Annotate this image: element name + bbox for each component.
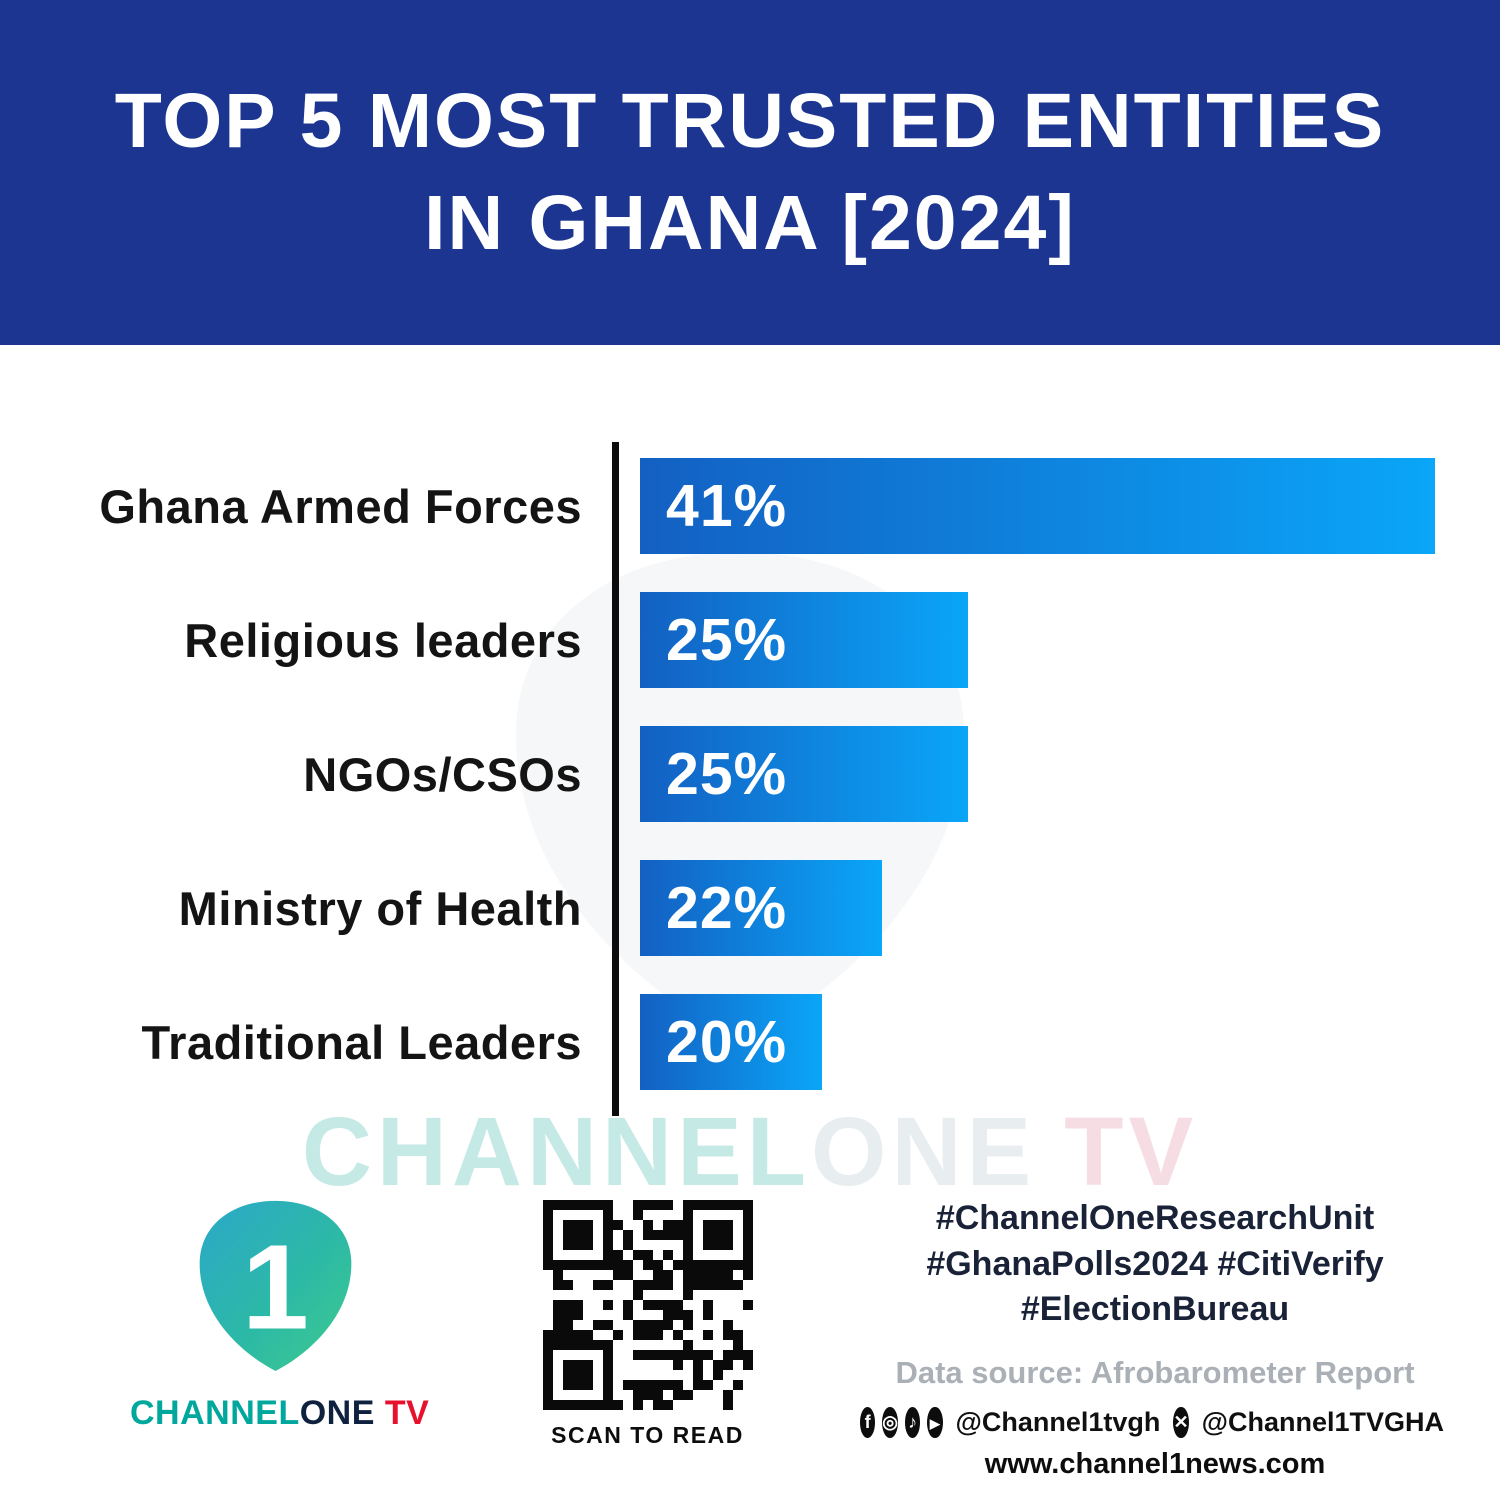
- instagram-icon: [882, 1406, 898, 1438]
- social-handle-1: @Channel1tvgh: [955, 1406, 1161, 1437]
- chart-axis-line: [612, 442, 619, 1116]
- facebook-icon: [860, 1406, 876, 1438]
- page-title-line1: TOP 5 MOST TRUSTED ENTITIES: [114, 77, 1386, 164]
- bar-row: Traditional Leaders 20%: [0, 994, 1500, 1090]
- qr-block: SCAN TO READ: [540, 1200, 755, 1449]
- watermark-part3: TV: [1064, 1097, 1199, 1206]
- brand-wordmark: CHANNELONE TV: [130, 1394, 429, 1433]
- bar: 41%: [640, 458, 1435, 554]
- chart-rows: Ghana Armed Forces 41% Religious leaders 25…: [0, 458, 1500, 1090]
- qr-code: [542, 1200, 753, 1410]
- footer-info-block: #ChannelOneResearchUnit #GhanaPolls2024 …: [860, 1196, 1450, 1481]
- hashtag-line-2: #GhanaPolls2024 #CitiVerify: [926, 1244, 1384, 1283]
- bar-row: Religious leaders 25%: [0, 592, 1500, 688]
- page-title-line2: IN GHANA [2024]: [424, 179, 1076, 266]
- channel-one-logo-icon: 1: [199, 1200, 351, 1372]
- watermark-part2: ONE: [811, 1097, 1037, 1206]
- brand-channel-text: CHANNEL: [130, 1394, 300, 1432]
- bar-row: NGOs/CSOs 25%: [0, 726, 1500, 822]
- bar-row: Ministry of Health 22%: [0, 860, 1500, 956]
- bar-chart: Ghana Armed Forces 41% Religious leaders 25…: [0, 442, 1500, 1116]
- qr-caption: SCAN TO READ: [551, 1422, 744, 1448]
- bar-value-label: 20%: [666, 1009, 788, 1075]
- hashtag-line-3: #ElectionBureau: [1020, 1290, 1290, 1329]
- bar: 25%: [640, 592, 968, 688]
- bar-value-label: 41%: [666, 473, 788, 539]
- x-icon: [1173, 1406, 1189, 1438]
- watermark-part1: CHANNEL: [301, 1097, 812, 1206]
- social-handle-2: @Channel1TVGHA: [1201, 1406, 1444, 1437]
- channel-one-logo-block: 1 CHANNELONE TV: [130, 1185, 429, 1433]
- hashtag-line-1: #ChannelOneResearchUnit: [935, 1199, 1375, 1237]
- bar-row: Ghana Armed Forces 41%: [0, 458, 1500, 554]
- brand-one-text: ONE: [299, 1394, 375, 1432]
- data-source-text: Data source: Afrobarometer Report: [895, 1354, 1415, 1390]
- tiktok-icon: [904, 1406, 921, 1438]
- channel-one-watermark: CHANNELONE TV: [0, 1096, 1500, 1208]
- bar-value-label: 25%: [666, 741, 788, 807]
- youtube-icon: [927, 1406, 943, 1438]
- bar-category-label: Ministry of Health: [178, 881, 582, 935]
- brand-tv-text: TV: [384, 1394, 430, 1432]
- logo-numeral: 1: [242, 1220, 309, 1354]
- header-banner: TOP 5 MOST TRUSTED ENTITIES IN GHANA [20…: [0, 0, 1500, 345]
- bar-category-label: NGOs/CSOs: [303, 747, 582, 801]
- bar-value-label: 22%: [666, 875, 788, 941]
- bar-category-label: Ghana Armed Forces: [99, 479, 582, 533]
- bar: 22%: [640, 860, 882, 956]
- bar-value-label: 25%: [666, 607, 788, 673]
- social-handles-row: @Channel1tvgh @Channel1TVGHA: [860, 1406, 1450, 1438]
- website-url: www.channel1news.com: [984, 1447, 1326, 1480]
- bar-category-label: Religious leaders: [184, 613, 582, 667]
- bar-category-label: Traditional Leaders: [141, 1015, 582, 1069]
- bar: 25%: [640, 726, 968, 822]
- bar: 20%: [640, 994, 822, 1090]
